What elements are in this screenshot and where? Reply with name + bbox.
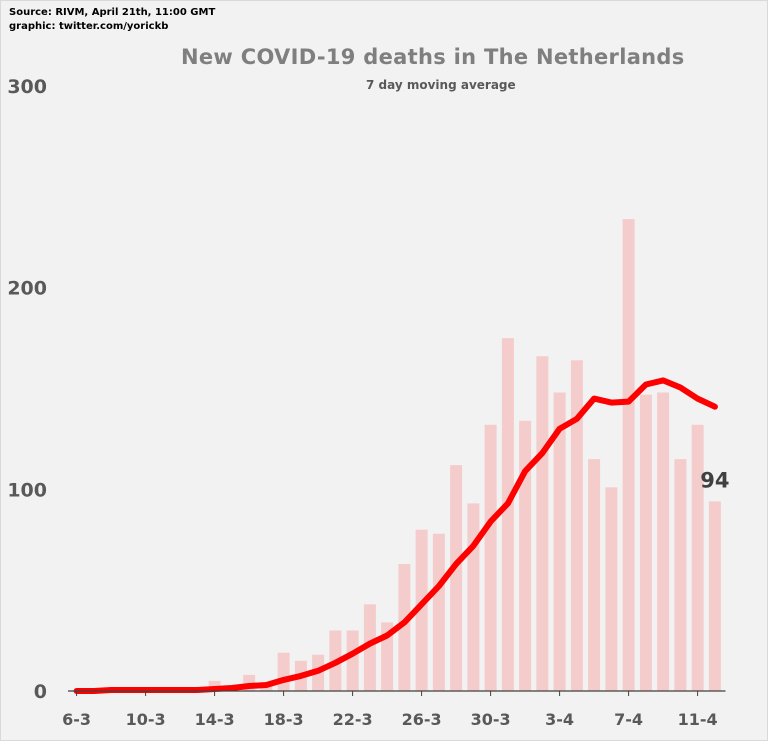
y-tick-label-0: 0 — [34, 681, 47, 703]
chart-title: New COVID-19 deaths in The Netherlands — [181, 45, 685, 69]
x-tick-label-10-3: 10-3 — [126, 710, 166, 729]
y-tick-label-200: 200 — [7, 278, 47, 300]
bar-4-4 — [570, 360, 583, 691]
bar-12-4 — [708, 501, 721, 691]
x-tick-label-26-3: 26-3 — [402, 710, 442, 729]
x-tick-label-11-4: 11-4 — [678, 710, 718, 729]
bar-14-3 — [208, 680, 221, 691]
chart-subtitle: 7 day moving average — [366, 78, 516, 92]
bar-31-3 — [501, 338, 514, 691]
bar-3-4 — [553, 392, 566, 691]
bar-30-3 — [484, 424, 497, 691]
bar-23-3 — [363, 604, 376, 691]
y-tick-label-300: 300 — [7, 76, 47, 98]
bar-6-4 — [605, 487, 618, 691]
moving-average-line — [73, 377, 718, 694]
x-tick-label-3-4: 3-4 — [545, 710, 574, 729]
y-tick-label-100: 100 — [7, 479, 47, 501]
x-tick-label-6-3: 6-3 — [62, 710, 91, 729]
bar-10-4 — [674, 459, 687, 691]
last-value-label: 94 — [700, 468, 729, 492]
graphic-credit: graphic: twitter.com/yorickb — [9, 21, 169, 32]
bar-22-3 — [346, 630, 359, 691]
source-note: Source: RIVM, April 21th, 11:00 GMT — [9, 7, 216, 18]
x-tick-label-14-3: 14-3 — [195, 710, 235, 729]
x-tick-label-22-3: 22-3 — [333, 710, 373, 729]
bar-26-3 — [415, 529, 428, 691]
x-tick-label-7-4: 7-4 — [614, 710, 643, 729]
bar-27-3 — [432, 533, 445, 691]
bar-29-3 — [467, 503, 480, 691]
bar-11-4 — [691, 424, 704, 691]
bar-7-4 — [622, 219, 635, 691]
bar-2-4 — [536, 356, 549, 691]
bar-9-4 — [657, 392, 670, 691]
bar-18-3 — [277, 652, 290, 691]
bar-25-3 — [398, 564, 411, 691]
x-tick-label-30-3: 30-3 — [471, 710, 511, 729]
bar-8-4 — [639, 394, 652, 691]
bar-1-4 — [519, 420, 532, 691]
bar-28-3 — [450, 465, 463, 691]
x-tick-label-18-3: 18-3 — [264, 710, 304, 729]
bar-5-4 — [588, 459, 601, 691]
